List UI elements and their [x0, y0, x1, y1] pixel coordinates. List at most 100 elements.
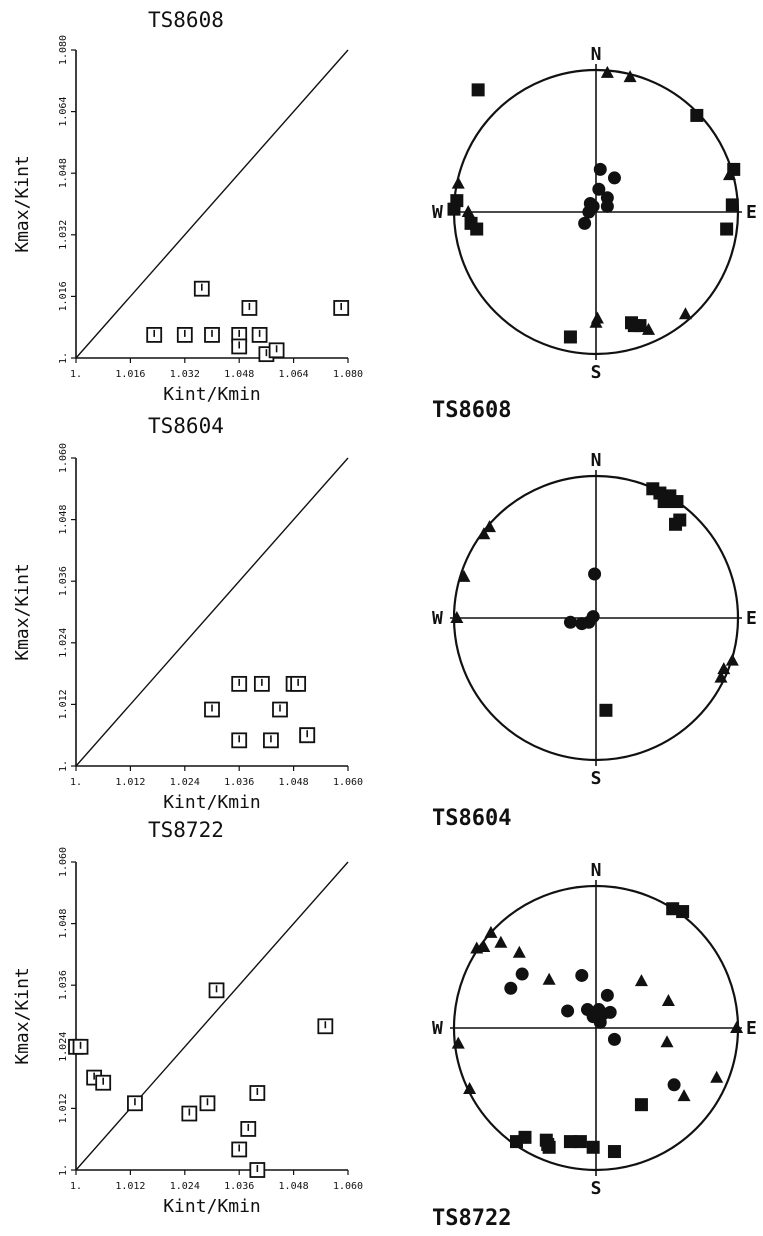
y-tick-label: 1.012 [58, 689, 69, 719]
x-tick-label: 1.080 [333, 369, 363, 380]
east-label: E [746, 202, 757, 223]
reference-line [75, 457, 349, 767]
square-marker [657, 495, 671, 509]
x-tick-label: 1.060 [333, 1181, 363, 1192]
triangle-marker [457, 569, 471, 582]
scatter-title-2: TS8604 [148, 414, 224, 438]
x-axis-title: Kint/Kmin [163, 384, 261, 405]
circle-marker [607, 1032, 621, 1046]
x-tick-label: 1.012 [115, 1181, 145, 1192]
x-axis-title: Kint/Kmin [163, 792, 261, 813]
square-marker [470, 222, 484, 236]
triangle-marker [542, 972, 556, 985]
triangle-marker [484, 925, 498, 938]
scatter-title-3: TS8722 [148, 818, 224, 842]
y-axis-title: Kmax/Kint [12, 563, 33, 661]
triangle-marker [722, 168, 736, 181]
circle-marker [561, 1004, 575, 1018]
stereonet-ts8604: N S E W [432, 450, 757, 789]
triangle-marker [512, 945, 526, 958]
stereonet-label-2: TS8604 [432, 806, 512, 831]
square-marker [607, 1145, 621, 1159]
x-tick-label: 1. [70, 369, 82, 380]
square-marker [586, 1140, 600, 1154]
triangle-marker [590, 311, 604, 324]
stereonet-ts8608: N S E W [432, 44, 757, 383]
triangle-marker [714, 670, 728, 683]
x-axis-title: Kint/Kmin [163, 1196, 261, 1217]
y-tick-label: 1.048 [58, 505, 69, 535]
y-tick-label: 1.024 [58, 1032, 69, 1062]
triangle-marker [678, 307, 692, 320]
square-marker [447, 202, 461, 216]
y-tick-label: 1.036 [58, 970, 69, 1000]
north-label: N [591, 450, 602, 471]
triangle-marker [717, 662, 731, 675]
y-tick-label: 1.016 [58, 281, 69, 311]
circle-marker [578, 216, 592, 230]
y-tick-label: 1. [58, 352, 69, 364]
triangle-marker [483, 520, 496, 533]
south-label: S [591, 362, 602, 383]
circle-marker [603, 1005, 617, 1019]
south-label: S [591, 768, 602, 789]
square-marker [676, 905, 690, 919]
square-marker [573, 1135, 587, 1149]
circle-marker [586, 199, 600, 213]
reference-line [75, 861, 349, 1171]
triangle-marker [600, 65, 614, 78]
scatter-plot-ts8604: 1. 1.012 1.024 1.036 1.048 1.060 1. 1.012 1.024 1… [12, 443, 363, 813]
triangle-marker [710, 1070, 724, 1083]
scatter-plot-ts8608: 1. 1.016 1.032 1.048 1.064 1.080 1. 1.016 1.032 1… [12, 35, 363, 405]
triangle-marker [494, 935, 508, 948]
square-marker [518, 1130, 532, 1144]
triangle-marker [730, 1021, 744, 1033]
square-marker [670, 495, 684, 509]
x-tick-label: 1.048 [224, 369, 254, 380]
triangle-marker [463, 1082, 477, 1095]
north-label: N [591, 44, 602, 65]
y-axis-title: Kmax/Kint [12, 155, 33, 253]
square-marker [599, 703, 613, 717]
y-tick-label: 1.032 [58, 220, 69, 250]
x-tick-label: 1.024 [170, 1181, 200, 1192]
x-tick-label: 1.032 [170, 369, 200, 380]
triangle-marker [677, 1089, 691, 1102]
x-tick-label: 1.036 [224, 777, 254, 788]
y-tick-label: 1.048 [58, 158, 69, 188]
square-marker [690, 108, 704, 122]
circle-marker [586, 1010, 600, 1024]
square-marker [634, 1098, 648, 1112]
y-axis-title: Kmax/Kint [12, 967, 33, 1065]
square-marker [541, 1137, 555, 1151]
circle-marker [592, 182, 606, 196]
triangle-marker [623, 70, 637, 83]
y-tick-label: 1.024 [58, 628, 69, 658]
scatter-plot-ts8722: 1. 1.012 1.024 1.036 1.048 1.060 1. 1.012 1.024 1… [12, 847, 363, 1217]
y-tick-label: 1.080 [58, 35, 69, 65]
triangle-marker [461, 205, 475, 217]
triangle-marker [661, 994, 675, 1007]
east-label: E [746, 608, 757, 629]
triangle-marker [660, 1035, 674, 1048]
square-marker [720, 222, 734, 236]
x-tick-label: 1. [70, 1181, 82, 1192]
x-tick-label: 1.048 [279, 1181, 309, 1192]
square-marker [669, 517, 683, 531]
triangle-marker [477, 940, 491, 953]
circle-marker [600, 199, 614, 213]
x-tick-label: 1.016 [115, 369, 145, 380]
circle-marker [593, 162, 607, 176]
south-label: S [591, 1178, 602, 1199]
circle-marker [600, 988, 614, 1002]
x-tick-label: 1.012 [115, 777, 145, 788]
circle-marker [563, 615, 577, 629]
triangle-marker [725, 653, 739, 666]
triangle-marker [477, 527, 491, 540]
square-marker [725, 198, 739, 212]
y-tick-label: 1.012 [58, 1093, 69, 1123]
y-tick-label: 1.060 [58, 847, 69, 877]
square-marker [471, 83, 485, 97]
square-marker [666, 902, 680, 916]
circle-marker [515, 967, 529, 981]
